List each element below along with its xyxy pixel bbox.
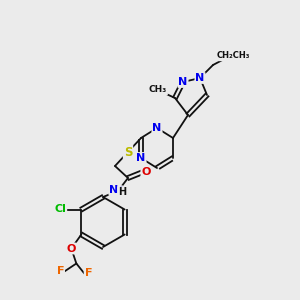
Text: O: O xyxy=(141,167,151,177)
Text: O: O xyxy=(67,244,76,254)
Text: H: H xyxy=(118,187,126,197)
Text: N: N xyxy=(110,185,118,195)
Text: N: N xyxy=(152,123,162,133)
Text: H: H xyxy=(114,186,122,196)
Text: N: N xyxy=(178,77,188,87)
Text: Cl: Cl xyxy=(54,205,66,214)
Text: N: N xyxy=(195,73,205,83)
Text: F: F xyxy=(85,268,92,278)
Text: N: N xyxy=(136,153,146,163)
Text: CH₃: CH₃ xyxy=(149,85,167,94)
Text: S: S xyxy=(124,146,132,158)
Text: CH₂CH₃: CH₂CH₃ xyxy=(216,52,250,61)
Text: F: F xyxy=(57,266,64,277)
